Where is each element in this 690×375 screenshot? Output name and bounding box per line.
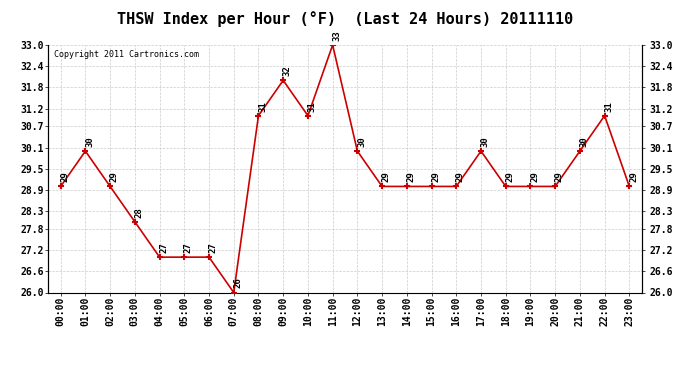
Text: 31: 31 [308, 101, 317, 111]
Text: 27: 27 [159, 242, 168, 253]
Text: 33: 33 [333, 30, 342, 41]
Text: THSW Index per Hour (°F)  (Last 24 Hours) 20111110: THSW Index per Hour (°F) (Last 24 Hours)… [117, 11, 573, 27]
Text: 29: 29 [382, 171, 391, 182]
Text: 31: 31 [604, 101, 613, 111]
Text: 29: 29 [530, 171, 539, 182]
Text: 32: 32 [283, 66, 292, 76]
Text: 29: 29 [110, 171, 119, 182]
Text: 29: 29 [629, 171, 638, 182]
Text: 30: 30 [357, 136, 366, 147]
Text: 30: 30 [481, 136, 490, 147]
Text: 26: 26 [233, 278, 242, 288]
Text: 30: 30 [85, 136, 94, 147]
Text: Copyright 2011 Cartronics.com: Copyright 2011 Cartronics.com [55, 50, 199, 59]
Text: 27: 27 [208, 242, 217, 253]
Text: 27: 27 [184, 242, 193, 253]
Text: 29: 29 [406, 171, 415, 182]
Text: 30: 30 [580, 136, 589, 147]
Text: 31: 31 [258, 101, 267, 111]
Text: 29: 29 [505, 171, 514, 182]
Text: 29: 29 [555, 171, 564, 182]
Text: 29: 29 [456, 171, 465, 182]
Text: 29: 29 [60, 171, 69, 182]
Text: 29: 29 [431, 171, 440, 182]
Text: 28: 28 [135, 207, 144, 218]
